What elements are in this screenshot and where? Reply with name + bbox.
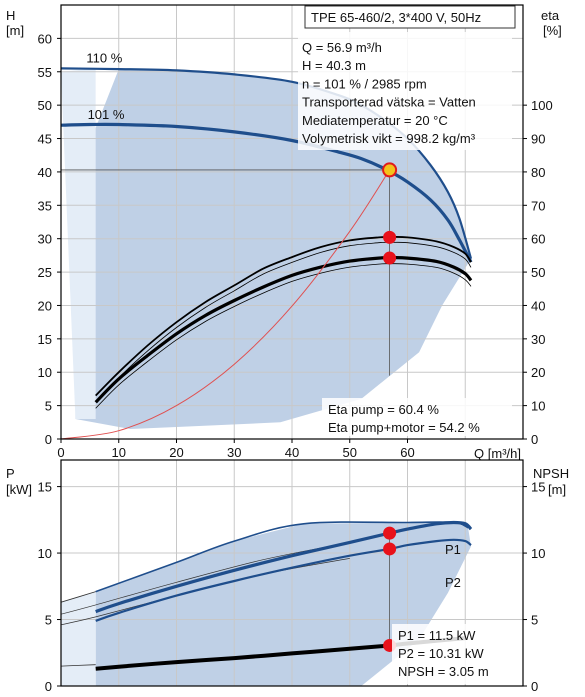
top-x-tick-label: 0 — [57, 445, 64, 460]
top-left-tick-label: 50 — [38, 98, 52, 113]
top-left-tick-label: 45 — [38, 132, 52, 147]
operating-info-line: n = 101 % / 2985 rpm — [302, 76, 427, 91]
efficiency-info-line: Eta pump+motor = 54.2 % — [328, 420, 480, 435]
title-box — [304, 5, 516, 29]
efficiency-point-marker — [383, 230, 397, 244]
top-left-axis-unit: [m] — [6, 23, 24, 38]
power-info-line: NPSH = 3.05 m — [398, 664, 489, 679]
bottom-left-tick-label: 15 — [38, 480, 52, 495]
top-left-tick-label: 60 — [38, 31, 52, 46]
p2-curve — [95, 538, 472, 622]
top-x-tick-label: 60 — [400, 445, 414, 460]
head-curve-101 — [61, 122, 473, 263]
top-right-tick-label: 80 — [531, 165, 545, 180]
top-left-axis-label: H — [6, 8, 15, 23]
top-left-tick-label: 35 — [38, 198, 52, 213]
power-point-marker — [383, 526, 397, 540]
top-left-tick-label: 5 — [45, 399, 52, 414]
power-info-background — [392, 624, 512, 684]
eta-pump-curve-thin — [95, 241, 472, 402]
top-x-tick-label: 40 — [285, 445, 299, 460]
p2-label: P2 — [445, 575, 461, 590]
top-right-tick-label: 50 — [531, 265, 545, 280]
p1-label: P1 — [445, 542, 461, 557]
top-right-tick-label: 60 — [531, 232, 545, 247]
top-left-tick-label: 15 — [38, 332, 52, 347]
power-info-line: P1 = 11.5 kW — [398, 628, 476, 643]
operating-info-line: Mediatemperatur = 20 °C — [302, 113, 448, 128]
eta-pump-motor-curve-thin — [95, 263, 472, 409]
power-point-marker — [383, 542, 397, 556]
bottom-right-tick-label: 5 — [531, 613, 538, 628]
bottom-right-axis-label: NPSH — [533, 466, 569, 481]
top-x-tick-label: 30 — [227, 445, 241, 460]
top-right-tick-label: 30 — [531, 332, 545, 347]
top-right-tick-label: 10 — [531, 399, 545, 414]
top-left-tick-label: 0 — [45, 432, 52, 447]
bottom-right-axis-unit: [m] — [548, 482, 566, 497]
chart-title: TPE 65-460/2, 3*400 V, 50Hz — [311, 10, 481, 25]
power-thin-line — [61, 542, 350, 615]
bottom-right-tick-label: 10 — [531, 546, 545, 561]
efficiency-info-background — [322, 398, 512, 436]
operating-info-line: Volymetrisk vikt = 998.2 kg/m³ — [302, 131, 476, 146]
top-x-tick-label: 20 — [169, 445, 183, 460]
top-right-tick-label: 70 — [531, 198, 545, 213]
bottom-left-axis-label: P — [6, 466, 15, 481]
operating-info-line: Transporterad vätska = Vatten — [302, 95, 476, 110]
bottom-left-tick-label: 0 — [45, 679, 52, 694]
power-info-line: P2 = 10.31 kW — [398, 646, 484, 661]
low-flow-area — [61, 68, 96, 419]
top-right-tick-label: 90 — [531, 132, 545, 147]
npsh-extension-line — [61, 664, 96, 667]
bottom-right-tick-label: 15 — [531, 480, 545, 495]
speed-label-101: 101 % — [88, 107, 125, 122]
eta-pump-motor-curve — [94, 256, 473, 404]
top-left-tick-label: 10 — [38, 365, 52, 380]
bottom-curves — [61, 520, 473, 671]
eta-pump-curve — [95, 236, 472, 397]
efficiency-point-marker — [383, 251, 397, 265]
top-left-tick-label: 55 — [38, 65, 52, 80]
top-left-tick-label: 25 — [38, 265, 52, 280]
bottom-right-tick-label: 0 — [531, 679, 538, 694]
bottom-left-tick-label: 10 — [38, 546, 52, 561]
operating-info-line: H = 40.3 m — [302, 58, 366, 73]
system-curve — [61, 169, 391, 439]
operating-info-background — [298, 32, 512, 150]
top-left-tick-label: 40 — [38, 165, 52, 180]
top-left-tick-label: 20 — [38, 298, 52, 313]
operating-point-marker — [382, 162, 398, 178]
top-left-tick-label: 30 — [38, 232, 52, 247]
low-power-area — [61, 591, 96, 686]
top-x-tick-label: 10 — [112, 445, 126, 460]
top-x-axis-label: Q [m³/h] — [474, 446, 521, 461]
top-right-tick-label: 20 — [531, 365, 545, 380]
efficiency-info-line: Eta pump = 60.4 % — [328, 402, 439, 417]
bottom-left-axis-unit: [kW] — [6, 482, 32, 497]
power-extension-line — [61, 591, 96, 603]
top-right-tick-label: 0 — [531, 432, 538, 447]
top-right-axis-unit: [%] — [543, 23, 562, 38]
bottom-left-tick-label: 5 — [45, 613, 52, 628]
top-right-axis-label: eta — [541, 8, 560, 23]
operating-info-line: Q = 56.9 m³/h — [302, 40, 382, 55]
p1-curve — [95, 520, 473, 614]
top-right-tick-label: 100 — [531, 98, 553, 113]
bottom-plot-frame — [60, 459, 524, 687]
top-x-tick-label: 50 — [343, 445, 357, 460]
speed-label-110: 110 % — [86, 50, 122, 65]
top-right-tick-label: 40 — [531, 298, 545, 313]
